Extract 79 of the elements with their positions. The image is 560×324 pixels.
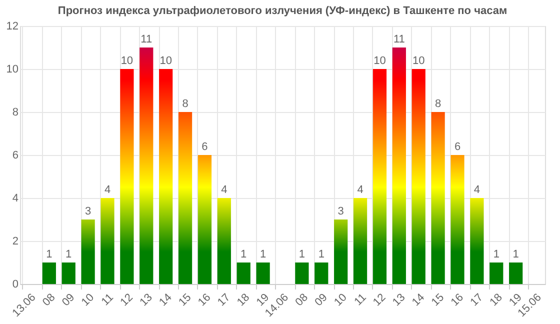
x-tick-label: 15 [176,292,194,309]
x-tick-label: 09 [312,292,330,309]
bar [198,155,212,284]
x-tick-label: 10 [332,292,350,309]
data-label: 1 [260,248,266,260]
bar [236,262,250,284]
x-tick-label: 18 [234,292,252,309]
bar [314,262,328,284]
x-tick-label: 15 [429,292,447,309]
data-label: 4 [357,184,364,196]
data-label: 10 [412,55,425,67]
data-label: 4 [104,184,111,196]
data-label: 6 [454,141,461,153]
x-tick-label: 09 [60,292,78,309]
bar [295,262,309,284]
bar [353,198,368,284]
bar [81,220,95,284]
y-tick-label: 0 [12,278,18,290]
x-tick-label: 13 [390,292,408,309]
data-label: 4 [221,184,228,196]
bar [159,69,173,284]
bar [509,262,523,284]
bar [334,220,348,284]
data-label: 1 [493,248,500,260]
bar [140,48,154,284]
x-tick-label: 12 [371,292,388,309]
data-label: 1 [240,248,247,260]
data-label: 8 [434,98,442,110]
x-tick-label: 18 [488,292,505,309]
y-tick-label: 10 [6,64,18,76]
data-label: 1 [512,248,519,260]
bar [256,262,270,284]
y-tick-label: 8 [12,106,18,118]
data-label: 11 [393,34,405,46]
bar [178,112,192,284]
x-tick-label: 08 [40,292,58,309]
bar [217,198,231,284]
y-tick-label: 4 [12,192,18,204]
bar [450,155,464,284]
x-tick-label: 11 [352,292,369,308]
bar [392,48,406,284]
y-tick-label: 2 [12,236,18,248]
data-label: 10 [374,55,386,67]
data-label: 6 [202,141,208,153]
x-tick-label: 10 [79,292,97,309]
x-tick-label: 17 [468,292,486,309]
data-label: 3 [84,206,92,218]
bar [470,198,484,284]
data-label: 1 [66,248,72,260]
bar [42,262,56,284]
x-tick-label: 08 [293,292,310,309]
x-tick-label: 11 [99,292,116,308]
bar [490,262,504,284]
data-label: 1 [46,248,52,260]
x-tick-label: 14 [410,292,428,309]
data-label: 10 [120,55,134,67]
data-label: 3 [338,206,344,218]
x-tick-label: 13 [138,292,155,309]
x-tick-label: 17 [216,292,233,309]
data-label: 1 [318,248,324,260]
x-tick-label: 16 [448,292,466,309]
bar [120,69,134,284]
y-tick-label: 6 [12,150,18,162]
bar [431,112,445,284]
x-tick-label: 14 [157,292,174,309]
bar [372,69,387,284]
bar [412,69,426,284]
data-label: 4 [474,184,480,196]
x-tick-label: 16 [196,292,214,309]
data-label: 11 [140,34,152,46]
chart-title: Прогноз индекса ультрафиолетового излучения (УФ-индекс) в Ташкенте по часам [58,5,508,17]
data-label: 8 [182,98,188,110]
bar [100,198,114,284]
bar [62,262,76,284]
x-tick-label: 12 [118,292,136,309]
data-label: 10 [160,55,172,67]
data-label: 1 [298,248,306,260]
x-tick-label: 19 [254,292,272,309]
y-tick-label: 12 [6,20,18,32]
